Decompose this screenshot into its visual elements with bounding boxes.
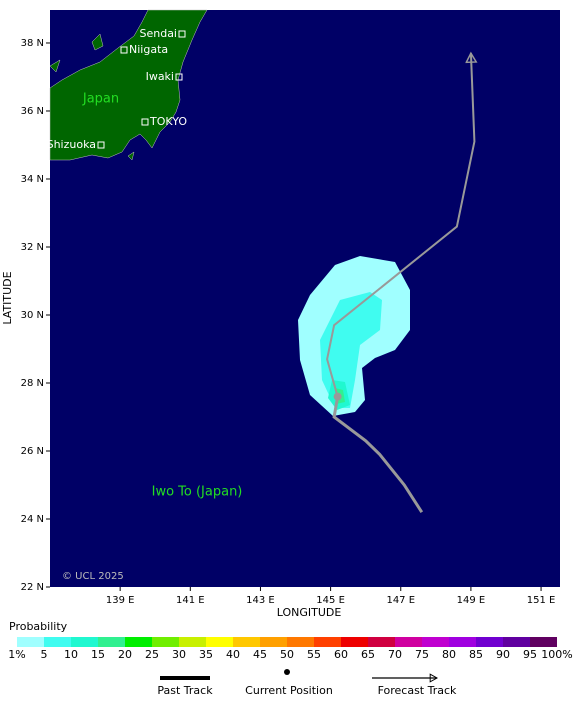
legend-swatch bbox=[368, 637, 395, 647]
legend-label: 50 bbox=[280, 648, 294, 661]
legend-swatch bbox=[395, 637, 422, 647]
place-label: Sendai bbox=[139, 27, 177, 40]
legend-label: 15 bbox=[91, 648, 105, 661]
legend-swatch bbox=[530, 637, 557, 647]
y-tick-label: 24 N bbox=[21, 514, 44, 525]
legend-label: 95 bbox=[523, 648, 537, 661]
legend-swatch bbox=[179, 637, 206, 647]
legend-label: 75 bbox=[415, 648, 429, 661]
place-label: Niigata bbox=[129, 43, 168, 56]
legend-current-symbol bbox=[284, 669, 290, 675]
legend-label: 10 bbox=[64, 648, 78, 661]
legend-swatch bbox=[233, 637, 260, 647]
legend-swatch bbox=[98, 637, 125, 647]
legend-label: 55 bbox=[307, 648, 321, 661]
region-label: Iwo To (Japan) bbox=[152, 485, 243, 500]
legend-label: 90 bbox=[496, 648, 510, 661]
legend-swatch bbox=[206, 637, 233, 647]
legend-label: Current Position bbox=[245, 684, 333, 697]
x-tick-label: 151 E bbox=[527, 595, 556, 606]
legend-swatch bbox=[503, 637, 530, 647]
place-label: Shizuoka bbox=[47, 138, 96, 151]
legend-swatch bbox=[44, 637, 71, 647]
legend-swatch bbox=[152, 637, 179, 647]
legend-label: 5 bbox=[41, 648, 48, 661]
legend-swatch bbox=[341, 637, 368, 647]
legend-label: 100% bbox=[541, 648, 572, 661]
y-tick-label: 30 N bbox=[21, 310, 44, 321]
x-tick-label: 141 E bbox=[176, 595, 205, 606]
y-tick-label: 26 N bbox=[21, 446, 44, 457]
region-label: Japan bbox=[82, 92, 119, 107]
legend-swatch bbox=[287, 637, 314, 647]
y-tick-label: 34 N bbox=[21, 174, 44, 185]
legend-label: 30 bbox=[172, 648, 186, 661]
y-tick-label: 38 N bbox=[21, 38, 44, 49]
legend-label: 65 bbox=[361, 648, 375, 661]
x-tick-label: 145 E bbox=[316, 595, 345, 606]
legend-label: 60 bbox=[334, 648, 348, 661]
forecast-track bbox=[326, 53, 474, 397]
x-tick-label: 143 E bbox=[246, 595, 275, 606]
legend-label: 40 bbox=[226, 648, 240, 661]
past-track bbox=[332, 396, 424, 514]
legend-label: 45 bbox=[253, 648, 267, 661]
current-position bbox=[333, 392, 342, 401]
y-tick-label: 22 N bbox=[21, 582, 44, 593]
legend-swatch bbox=[422, 637, 449, 647]
legend-label: 85 bbox=[469, 648, 483, 661]
x-axis-title: LONGITUDE bbox=[277, 606, 342, 619]
place-label: TOKYO bbox=[149, 115, 187, 128]
legend-title: Probability bbox=[9, 620, 68, 633]
x-tick-label: 139 E bbox=[106, 595, 135, 606]
legend-label: 70 bbox=[388, 648, 402, 661]
place-markers bbox=[97, 30, 186, 149]
place-label: Iwaki bbox=[146, 70, 174, 83]
legend-label: Forecast Track bbox=[378, 684, 457, 697]
x-tick-label: 149 E bbox=[457, 595, 486, 606]
legend-label: 20 bbox=[118, 648, 132, 661]
legend-swatch bbox=[260, 637, 287, 647]
legend-swatch bbox=[71, 637, 98, 647]
y-tick-label: 32 N bbox=[21, 242, 44, 253]
legend-label: 1% bbox=[8, 648, 25, 661]
legend-label: 80 bbox=[442, 648, 456, 661]
y-tick-label: 36 N bbox=[21, 106, 44, 117]
legend-swatch bbox=[125, 637, 152, 647]
legend-swatch bbox=[17, 637, 44, 647]
legend-swatch bbox=[476, 637, 503, 647]
legend-label: Past Track bbox=[157, 684, 213, 697]
legend-label: 25 bbox=[145, 648, 159, 661]
land bbox=[49, 9, 208, 161]
y-axis-title: LATITUDE bbox=[1, 271, 14, 324]
y-tick-label: 28 N bbox=[21, 378, 44, 389]
probability-field bbox=[298, 256, 410, 416]
legend-swatch bbox=[314, 637, 341, 647]
legend-label: 35 bbox=[199, 648, 213, 661]
legend-swatch bbox=[449, 637, 476, 647]
x-tick-label: 147 E bbox=[386, 595, 415, 606]
copyright: © UCL 2025 bbox=[62, 571, 124, 582]
